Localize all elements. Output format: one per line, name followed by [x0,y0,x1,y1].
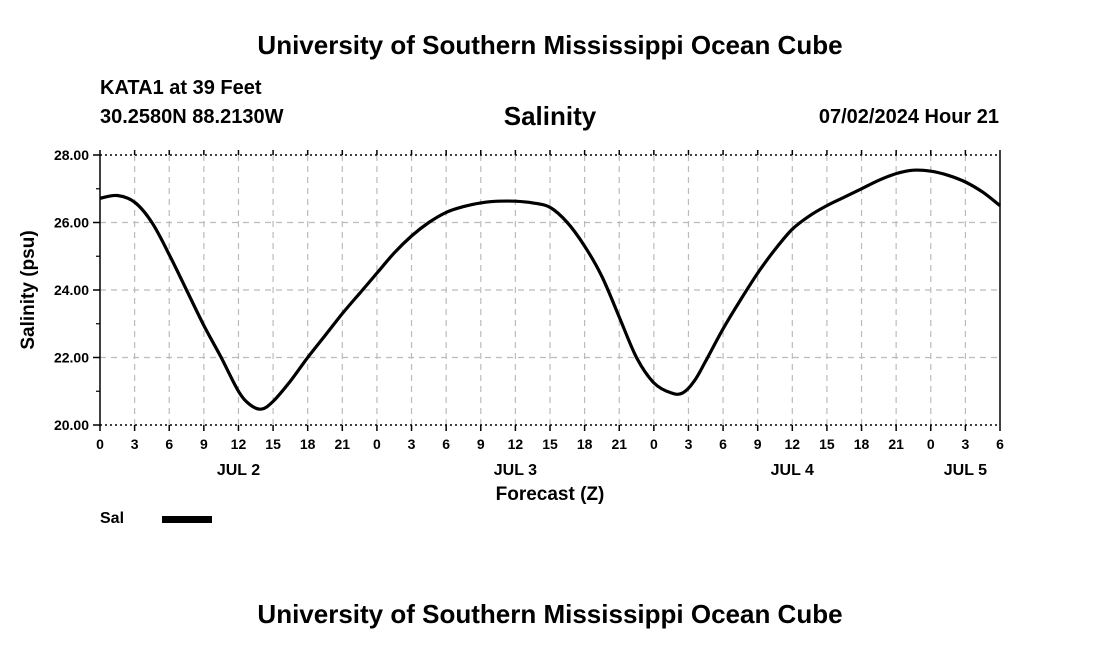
date-label: JUL 5 [944,462,987,479]
x-tick-label: 15 [265,436,281,452]
y-tick-label: 22.00 [54,350,89,366]
x-tick-label: 9 [200,436,208,452]
date-label: JUL 2 [217,462,260,479]
x-tick-label: 3 [685,436,693,452]
x-axis-label: Forecast (Z) [496,484,605,505]
x-tick-label: 9 [477,436,485,452]
x-tick-label: 3 [961,436,969,452]
x-tick-label: 21 [335,436,351,452]
x-tick-label: 6 [719,436,727,452]
x-tick-label: 21 [888,436,904,452]
x-tick-label: 6 [165,436,173,452]
x-tick-label: 12 [231,436,247,452]
station-label: KATA1 at 39 Feet [100,77,262,99]
legend-label: Sal [100,510,125,527]
x-tick-label: 21 [611,436,627,452]
y-tick-label: 20.00 [54,417,89,433]
y-axis-label: Salinity (psu) [18,230,39,349]
x-tick-label: 12 [785,436,801,452]
date-label: JUL 4 [771,462,814,479]
y-tick-label: 28.00 [54,147,89,163]
x-tick-label: 15 [819,436,835,452]
chart-title: Salinity [503,101,597,131]
x-tick-label: 0 [373,436,381,452]
x-tick-label: 12 [508,436,524,452]
x-tick-label: 3 [408,436,416,452]
y-tick-label: 24.00 [54,282,89,298]
title-bottom: University of Southern Mississippi Ocean… [257,599,843,629]
title-top: University of Southern Mississippi Ocean… [257,30,843,60]
x-tick-label: 6 [442,436,450,452]
x-tick-label: 18 [577,436,593,452]
x-tick-label: 15 [542,436,558,452]
datetime-label: 07/02/2024 Hour 21 [818,106,999,128]
y-tick-label: 26.00 [54,215,89,231]
x-tick-label: 3 [131,436,139,452]
legend-swatch [162,516,212,523]
coordinates-label: 30.2580N 88.2130W [100,106,284,128]
x-tick-label: 9 [754,436,762,452]
x-tick-label: 0 [650,436,658,452]
x-tick-label: 6 [996,436,1004,452]
x-tick-label: 0 [927,436,935,452]
x-tick-label: 0 [96,436,104,452]
x-tick-label: 18 [854,436,870,452]
date-label: JUL 3 [494,462,537,479]
x-tick-label: 18 [300,436,316,452]
series-line-sal [99,168,1001,411]
